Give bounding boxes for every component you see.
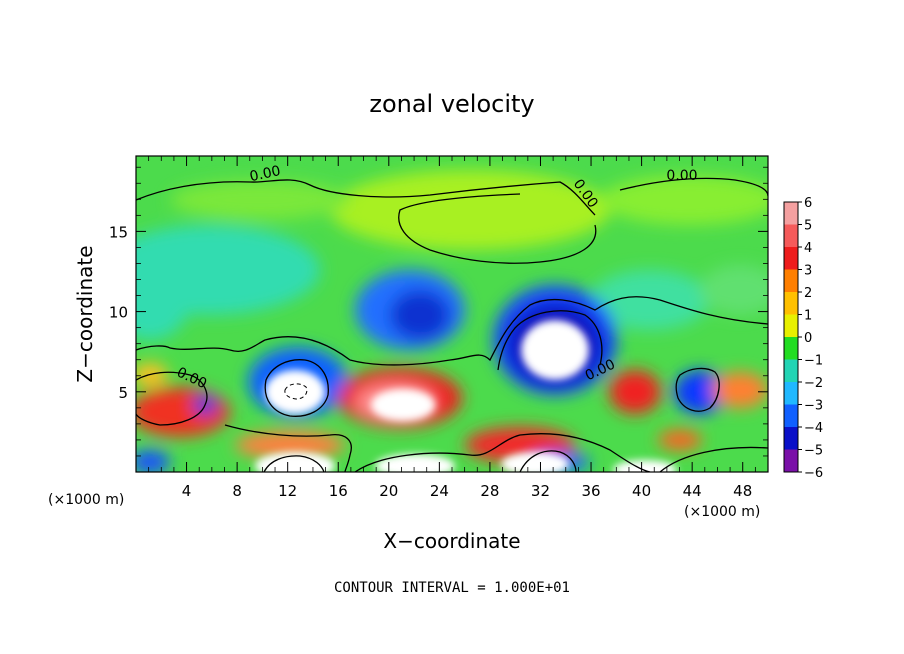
contour-label: 0.00 — [666, 168, 697, 184]
y-axis-ticks: 5 10 15 — [109, 223, 768, 402]
colorbar-swatch — [784, 427, 798, 450]
colorbar-swatch — [784, 314, 798, 337]
colorbar-label: −6 — [804, 466, 823, 481]
x-tick-label: 16 — [329, 482, 348, 500]
colorbar-swatch — [784, 337, 798, 360]
colorbar-label: −1 — [804, 354, 823, 369]
minor-ticks — [136, 156, 768, 472]
chart-title: zonal velocity — [369, 90, 534, 118]
x-tick-label: 28 — [480, 482, 499, 500]
colorbar: 6 5 4 3 2 1 0 −1 −2 −3 −4 −5 −6 — [783, 196, 823, 481]
colorbar-swatch — [784, 224, 798, 247]
x-tick-label: 8 — [232, 482, 242, 500]
colorbar-swatch — [784, 247, 798, 270]
x-tick-label: 32 — [531, 482, 550, 500]
x-tick-label: 24 — [430, 482, 449, 500]
colorbar-label: 2 — [804, 286, 812, 301]
colorbar-label: 5 — [804, 219, 812, 234]
x-tick-label: 36 — [581, 482, 600, 500]
colorbar-swatch — [784, 202, 798, 225]
colorbar-swatch — [784, 404, 798, 427]
x-tick-label: 20 — [379, 482, 398, 500]
velocity-field — [136, 156, 768, 472]
colorbar-swatch — [784, 292, 798, 315]
colorbar-swatch — [784, 359, 798, 382]
x-unit-label: (×1000 m) — [48, 492, 124, 508]
contour-interval-note: CONTOUR INTERVAL = 1.000E+01 — [334, 580, 570, 596]
colorbar-swatch — [784, 382, 798, 405]
colorbar-swatch — [784, 449, 798, 472]
colorbar-swatch — [784, 269, 798, 292]
colorbar-label: −5 — [804, 444, 823, 459]
x-tick-label: 48 — [733, 482, 752, 500]
colorbar-label: −4 — [804, 421, 823, 436]
colorbar-label: 0 — [804, 331, 812, 346]
colorbar-label: −2 — [804, 376, 823, 391]
y-axis-label: Z−coordinate — [73, 245, 97, 382]
y-unit-label: (×1000 m) — [684, 504, 760, 520]
colorbar-label: 6 — [804, 196, 812, 211]
contour-labels: 0.00 0.000.000.00 0.00 — [174, 163, 697, 392]
colorbar-label: 4 — [804, 241, 812, 256]
colorbar-label: 1 — [804, 309, 812, 324]
x-axis-ticks: 4 8 12 16 20 24 28 32 36 40 44 48 — [182, 156, 752, 500]
x-tick-label: 40 — [632, 482, 651, 500]
y-tick-label: 10 — [109, 304, 128, 322]
y-tick-label: 5 — [118, 384, 128, 402]
contour-label: 0.00 — [248, 163, 282, 185]
x-tick-label: 44 — [683, 482, 702, 500]
colorbar-label: 3 — [804, 264, 812, 279]
y-tick-label: 15 — [109, 223, 128, 241]
colorbar-label: −3 — [804, 399, 823, 414]
x-tick-label: 4 — [182, 482, 192, 500]
x-tick-label: 12 — [278, 482, 297, 500]
x-axis-label: X−coordinate — [383, 529, 520, 553]
